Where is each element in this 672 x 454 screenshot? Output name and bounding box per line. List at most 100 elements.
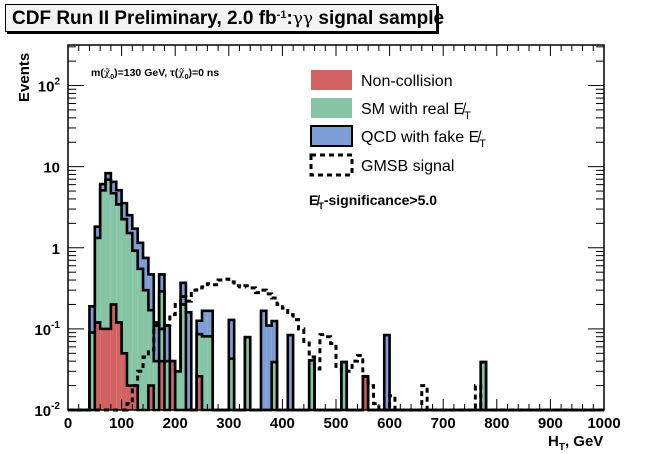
bar-noncollision (110, 304, 117, 410)
bar-sm (202, 336, 208, 410)
bar-sm (196, 334, 202, 377)
legend-swatch-1 (311, 98, 352, 118)
x-tick-label: 200 (163, 415, 188, 432)
bar-sm (153, 361, 160, 410)
legend-label: Non-collision (361, 73, 453, 90)
bar-noncollision (148, 385, 154, 410)
title-main: CDF Run II Preliminary, 2.0 fb (12, 8, 277, 29)
bar-noncollision (132, 385, 138, 410)
bar-qcd (148, 274, 154, 311)
legend-label: SM with real E̸T (361, 101, 471, 122)
bar-qcd (207, 310, 213, 337)
bar-qcd (185, 312, 192, 410)
legend-swatch-0 (311, 70, 352, 90)
bar-sm (341, 362, 347, 410)
bar-sm (137, 268, 144, 410)
bar-qcd (132, 228, 138, 251)
bar-qcd (153, 322, 160, 362)
y-tick-label: 102 (38, 77, 61, 96)
x-tick-label: 600 (377, 415, 402, 432)
bar-sm (110, 193, 117, 305)
x-tick-label: 900 (538, 415, 563, 432)
bar-qcd (287, 335, 294, 410)
bar-noncollision (100, 328, 106, 410)
bar-qcd (266, 325, 272, 410)
bar-qcd (164, 325, 170, 362)
bar-sm (121, 219, 127, 354)
chart-title: CDF Run II Preliminary, 2.0 fb-1:γγ sign… (5, 4, 444, 32)
bar-qcd (137, 242, 144, 269)
bar-sm (164, 361, 170, 410)
x-tick-label: 100 (109, 415, 134, 432)
y-axis-label: Events (16, 53, 33, 102)
bar-noncollision (196, 376, 202, 410)
bar-qcd (384, 335, 390, 410)
x-axis-label: HT, GeV (548, 433, 603, 453)
bar-sm (132, 250, 138, 386)
bar-sm (480, 362, 487, 410)
bar-sm (148, 310, 154, 386)
bar-sm (159, 291, 165, 362)
bar-sm (143, 290, 149, 410)
bar-noncollision (116, 322, 122, 410)
signal-gmsb-line (68, 277, 604, 412)
bar-qcd (89, 306, 95, 333)
bar-noncollision (126, 385, 133, 410)
bar-qcd (121, 203, 127, 220)
bar-noncollision (121, 353, 127, 410)
bar-noncollision (169, 361, 176, 410)
bar-qcd (110, 181, 117, 194)
bar-sm (105, 179, 111, 329)
legend-swatch-2 (310, 125, 353, 147)
legend-label: GMSB signal (361, 158, 454, 175)
bar-sm (175, 371, 181, 410)
bar-qcd (94, 226, 101, 238)
x-tick-label: 1000 (587, 415, 620, 432)
y-tick-label: 1 (52, 241, 60, 258)
bar-sm (126, 233, 133, 386)
bar-qcd (202, 310, 208, 337)
bar-sm (271, 362, 278, 410)
x-tick-label: 300 (216, 415, 241, 432)
bar-qcd (100, 184, 106, 191)
bar-qcd (143, 257, 149, 291)
legend-label: QCD with fake E̸T (361, 129, 486, 150)
x-tick-label: 800 (484, 415, 509, 432)
title-rest: signal sample (313, 8, 445, 29)
title-sup: -1 (276, 9, 287, 21)
bar-sm (309, 360, 315, 410)
title-sep: : (286, 8, 293, 29)
bar-qcd (271, 321, 278, 363)
y-tick-label: 10-2 (34, 401, 60, 420)
x-tick-label: 500 (323, 415, 348, 432)
legend-swatch-signal (309, 153, 354, 177)
bar-sm (100, 190, 106, 329)
title-greek: γγ (292, 9, 314, 29)
bar-noncollision (159, 361, 165, 410)
mass-annotation: m(χ̃0)=130 GeV, τ(χ̃0)=0 ns (91, 67, 219, 81)
x-tick-label: 400 (270, 415, 295, 432)
bar-qcd (260, 310, 267, 410)
bar-qcd (228, 319, 235, 359)
bar-qcd (180, 282, 186, 305)
bar-qcd (159, 274, 165, 292)
bar-sm (89, 332, 95, 410)
bar-qcd (126, 215, 133, 234)
y-tick-label: 10-1 (34, 320, 60, 339)
y-tick-label: 10 (43, 160, 60, 177)
bar-sm (244, 337, 251, 410)
bar-qcd (116, 190, 122, 205)
bar-sm (116, 204, 122, 323)
x-tick-label: 0 (64, 415, 72, 432)
bar-noncollision (94, 322, 101, 410)
cut-label: E̸T-significance>5.0 (309, 192, 437, 211)
bar-sm (207, 336, 213, 410)
x-tick-label: 700 (431, 415, 456, 432)
bar-noncollision (105, 328, 111, 410)
bar-sm (94, 237, 101, 323)
bar-qcd (196, 320, 202, 335)
bar-qcd (105, 173, 111, 180)
bar-noncollision (362, 376, 369, 410)
